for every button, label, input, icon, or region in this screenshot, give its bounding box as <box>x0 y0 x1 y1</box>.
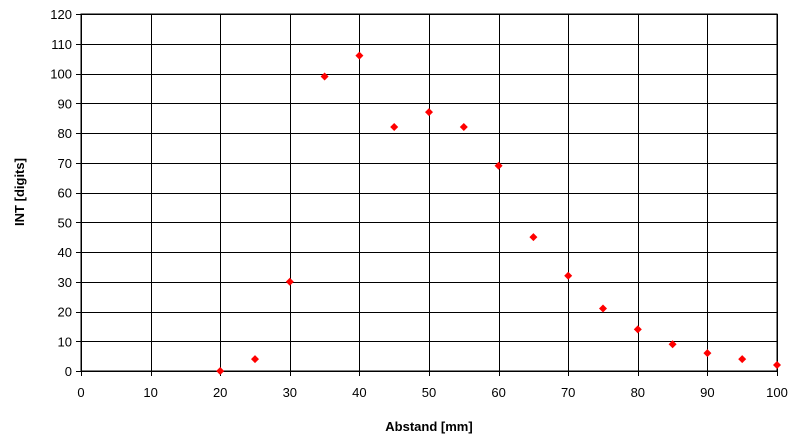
data-point <box>738 355 747 364</box>
y-tick-label: 110 <box>51 37 72 52</box>
y-tick-label: 40 <box>58 245 72 260</box>
x-tick-label: 0 <box>77 385 84 400</box>
grid <box>76 13 778 376</box>
data-point <box>320 72 329 81</box>
x-tick-label: 70 <box>561 385 575 400</box>
x-tick-label: 40 <box>352 385 366 400</box>
y-axis-label: INT [digits] <box>12 158 27 226</box>
y-tick-label: 10 <box>58 334 72 349</box>
y-tick-label: 100 <box>50 67 72 82</box>
x-tick-label: 50 <box>422 385 436 400</box>
data-point <box>703 349 712 358</box>
data-point <box>216 367 225 375</box>
x-axis-label: Abstand [mm] <box>385 419 472 434</box>
x-tick-label: 20 <box>213 385 227 400</box>
data-point <box>599 304 607 313</box>
y-tick-label: 80 <box>58 126 72 141</box>
y-tick-label: 90 <box>58 96 72 111</box>
data-point <box>390 123 399 132</box>
x-axis-ticks: 0 10 20 30 40 50 60 70 80 90 100 <box>77 385 787 400</box>
x-tick-label: 90 <box>700 385 714 400</box>
y-tick-label: 50 <box>58 215 72 230</box>
data-point <box>494 161 503 170</box>
data-points <box>216 51 781 375</box>
y-tick-label: 0 <box>65 364 72 379</box>
y-tick-label: 30 <box>58 275 72 290</box>
data-point <box>564 271 573 280</box>
y-tick-label: 70 <box>58 156 72 171</box>
data-point <box>425 108 433 117</box>
x-tick-label: 60 <box>491 385 505 400</box>
y-tick-label: 120 <box>50 7 72 22</box>
y-tick-label: 20 <box>58 305 72 320</box>
data-point <box>285 277 294 286</box>
data-point <box>459 123 468 132</box>
x-tick-label: 80 <box>631 385 645 400</box>
data-point <box>529 233 538 242</box>
y-axis-ticks: 0 10 20 30 40 50 60 70 80 90 100 110 120 <box>50 7 72 379</box>
data-point <box>773 361 781 370</box>
data-point <box>633 325 642 334</box>
data-point <box>668 340 677 349</box>
data-point <box>355 51 364 60</box>
x-tick-label: 100 <box>766 385 788 400</box>
y-tick-label: 60 <box>58 186 72 201</box>
x-tick-label: 30 <box>283 385 297 400</box>
data-point <box>251 355 259 364</box>
x-tick-label: 10 <box>143 385 157 400</box>
